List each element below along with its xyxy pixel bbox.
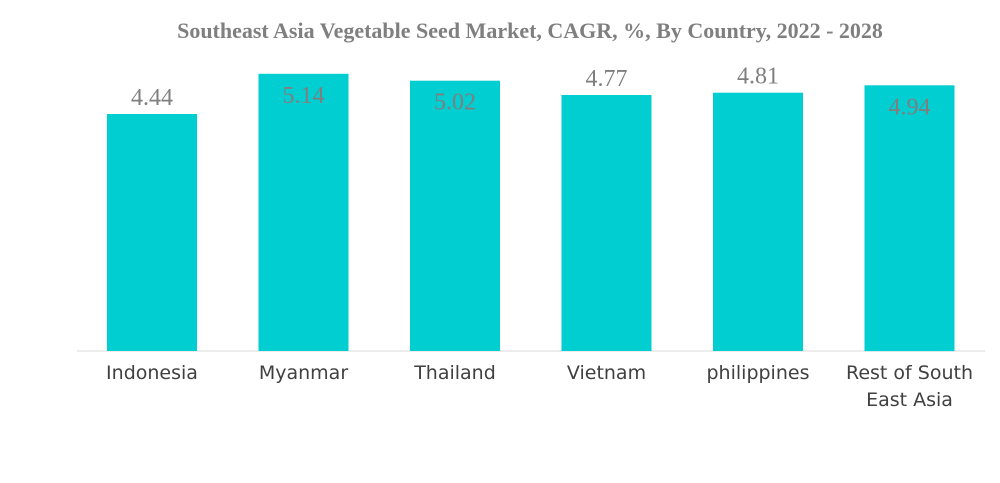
bar-vietnam xyxy=(561,95,652,351)
category-label: Vietnam xyxy=(567,362,646,384)
category-label: philippines xyxy=(707,362,810,384)
category-label: East Asia xyxy=(866,389,953,411)
category-label: Thailand xyxy=(413,362,496,384)
bars-layer xyxy=(107,73,955,352)
category-label: Myanmar xyxy=(259,362,348,384)
value-label: 5.02 xyxy=(434,90,476,116)
bar-indonesia xyxy=(107,114,197,351)
value-label: 4.94 xyxy=(889,94,931,120)
value-label: 5.14 xyxy=(283,83,325,109)
value-label: 4.44 xyxy=(131,85,173,111)
category-label: Rest of South xyxy=(846,362,973,384)
chart-title: Southeast Asia Vegetable Seed Market, CA… xyxy=(177,18,883,43)
bar-myanmar xyxy=(258,73,349,352)
category-label: Indonesia xyxy=(106,362,198,384)
value-labels-layer: 4.44 5.14 5.02 4.77 4.81 4.94 xyxy=(131,64,931,121)
bar-thailand xyxy=(410,80,500,351)
value-label: 4.81 xyxy=(737,64,779,90)
value-label: 4.77 xyxy=(586,66,628,92)
bar-rest-of-south-east-asia xyxy=(864,85,955,352)
bar-philippines xyxy=(713,92,803,351)
category-labels-layer: Indonesia Myanmar Thailand Vietnam philippin… xyxy=(106,362,973,411)
